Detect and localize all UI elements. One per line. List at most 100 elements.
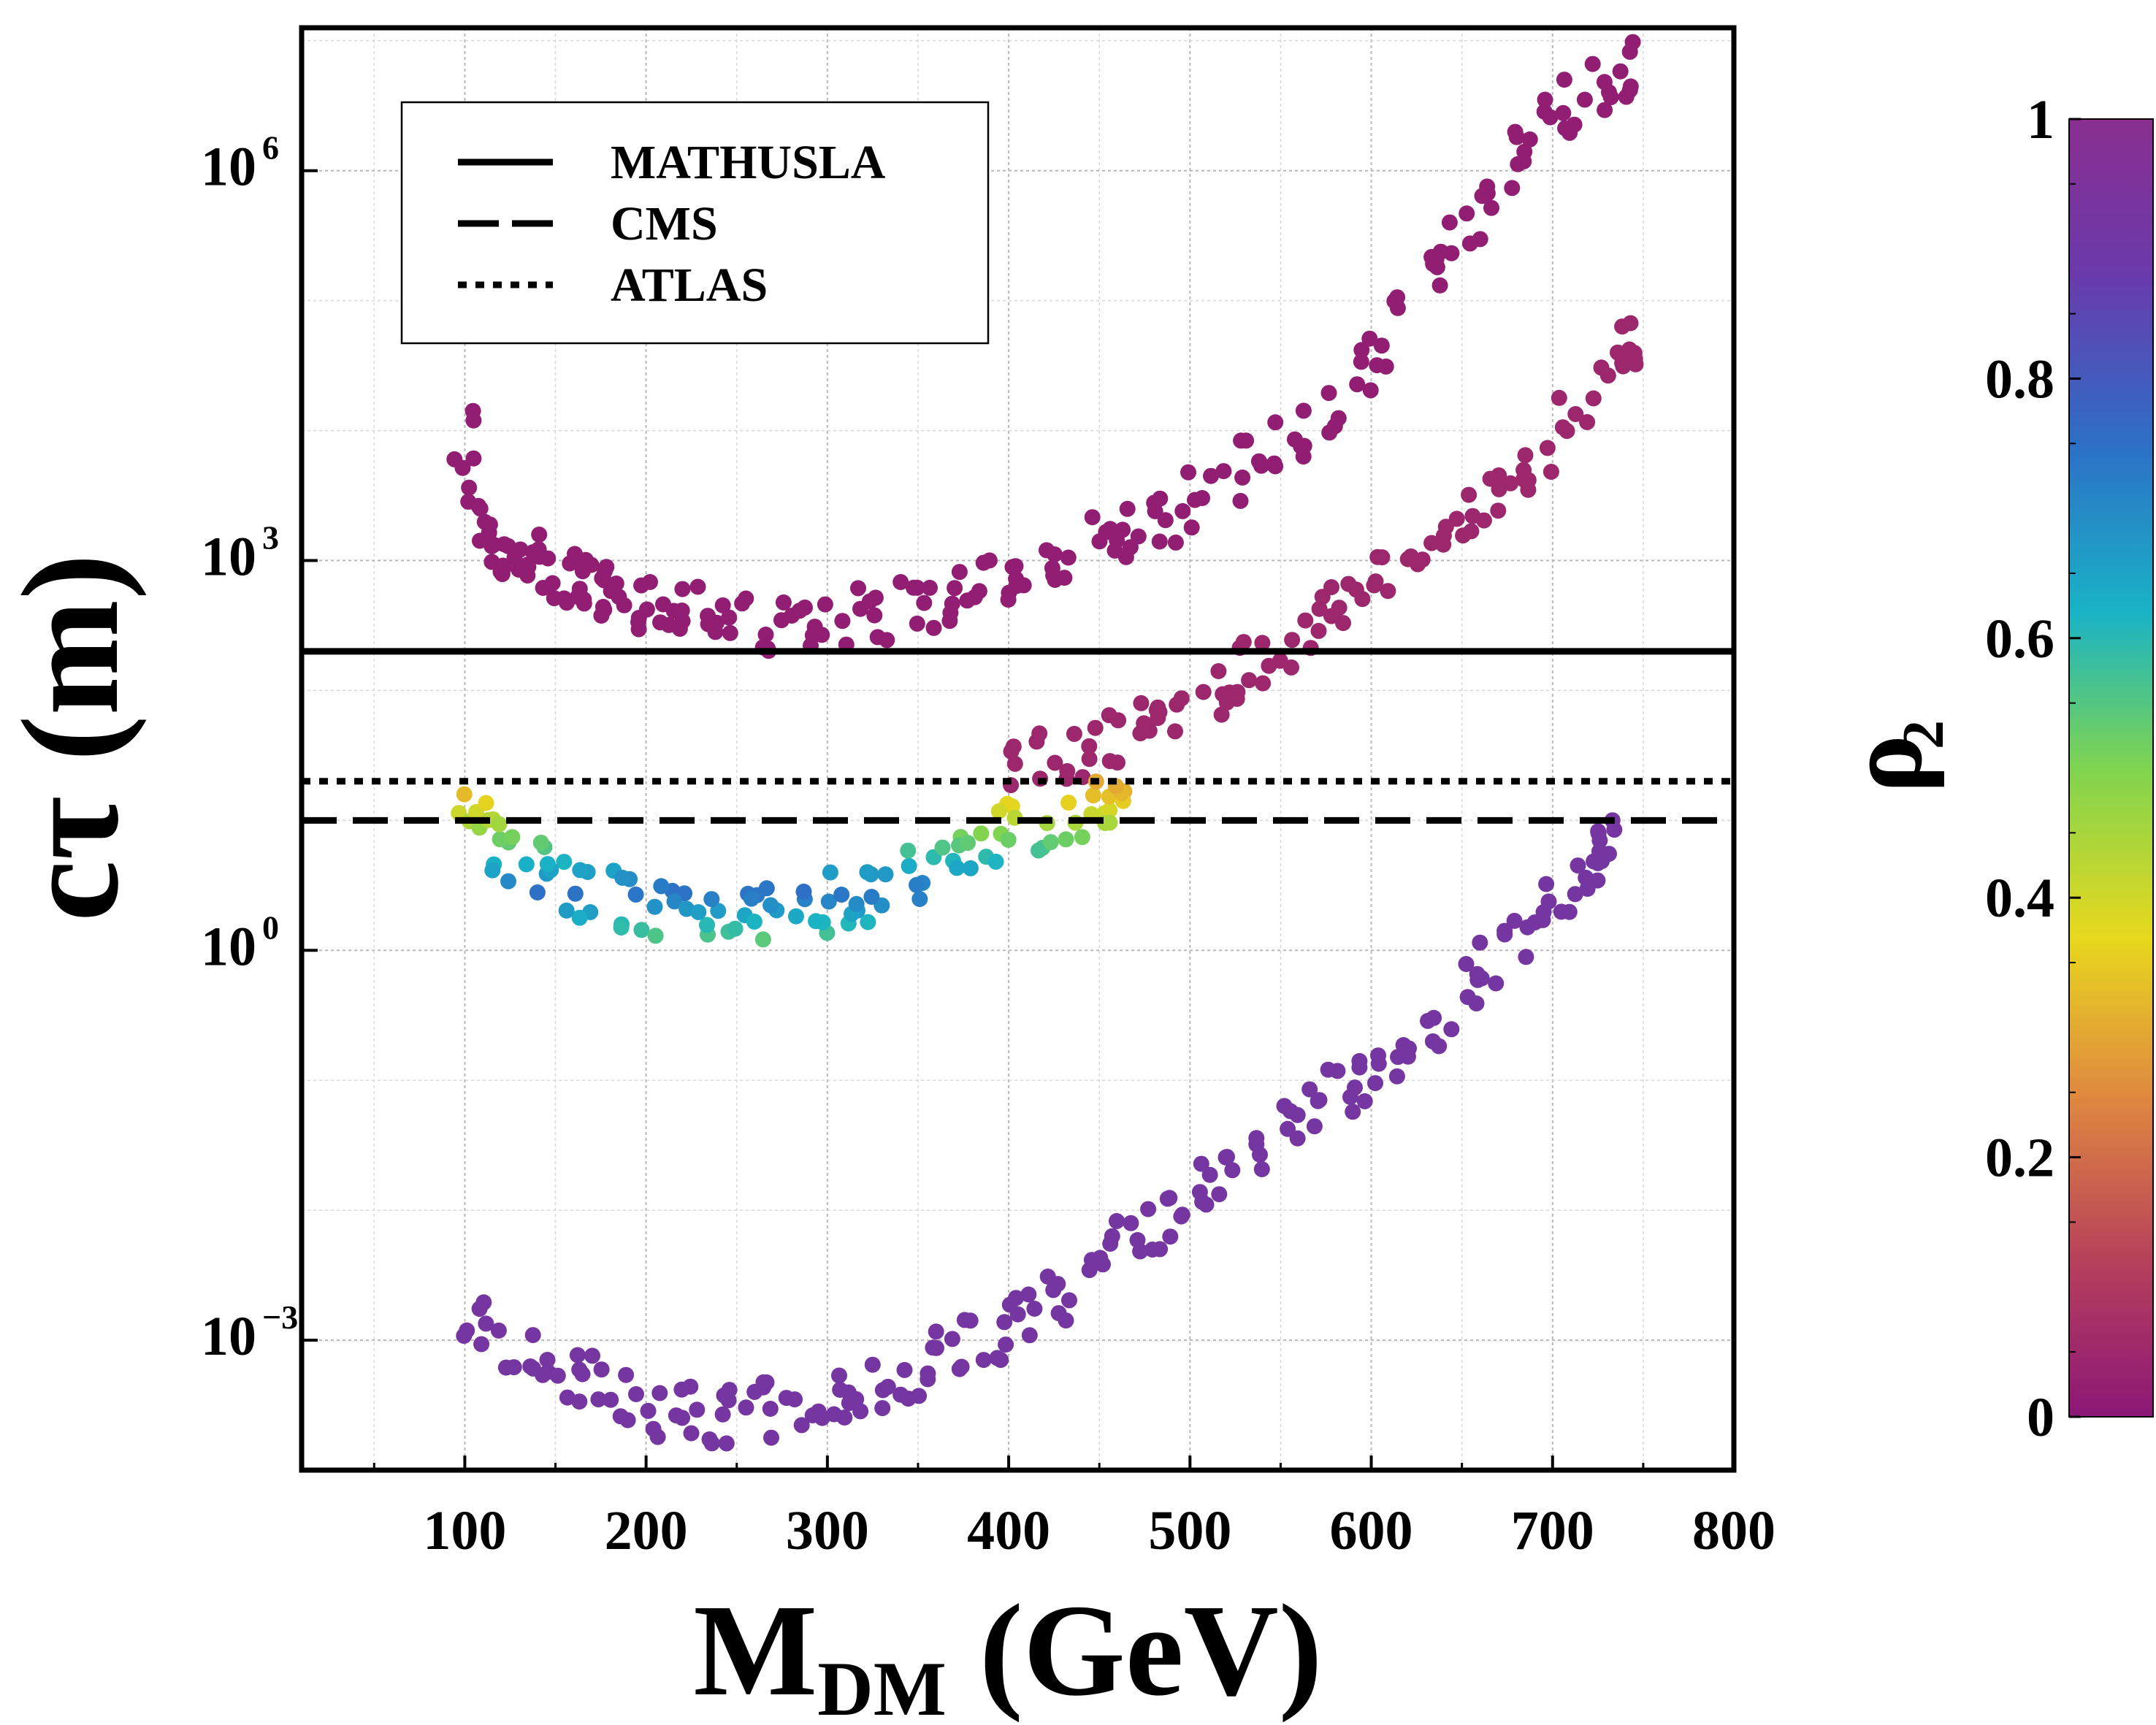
data-point	[614, 869, 631, 886]
data-point	[1621, 43, 1638, 60]
data-point	[708, 614, 725, 631]
data-point	[539, 1352, 556, 1368]
data-point	[703, 891, 720, 908]
data-point	[1006, 755, 1023, 772]
x-axis-title: MDM (GeV)	[693, 1577, 1322, 1725]
colorbar-tick-label: 0.8	[1985, 348, 2054, 410]
data-point	[722, 624, 738, 641]
data-point	[1559, 423, 1575, 440]
data-point	[500, 873, 516, 890]
data-point	[1610, 344, 1626, 361]
data-point	[472, 500, 489, 517]
colorbar-tick-label: 0	[2027, 1387, 2054, 1448]
data-point	[1431, 1038, 1448, 1055]
data-point	[833, 887, 850, 903]
data-point	[1458, 956, 1475, 972]
data-point	[1180, 464, 1196, 481]
data-point	[1388, 1068, 1405, 1085]
data-point	[1377, 358, 1394, 375]
data-point	[848, 895, 865, 912]
data-point	[496, 536, 513, 553]
data-point	[1614, 318, 1631, 335]
data-point	[1066, 725, 1082, 742]
data-point	[1520, 472, 1537, 489]
data-point	[1461, 486, 1478, 503]
data-point	[896, 1361, 913, 1378]
data-point	[714, 597, 731, 613]
data-point	[1140, 1201, 1157, 1217]
data-point	[860, 914, 876, 930]
data-point	[1058, 1312, 1074, 1329]
data-point	[1004, 559, 1021, 575]
data-point	[1109, 754, 1125, 771]
data-point	[906, 579, 922, 596]
data-point	[456, 1328, 473, 1345]
data-point	[473, 1336, 490, 1353]
data-point	[1362, 382, 1379, 399]
colorbar-gradient	[2068, 118, 2154, 1418]
data-point	[1539, 440, 1556, 456]
x-tick-label: 800	[1692, 1500, 1775, 1561]
data-point	[1020, 1286, 1037, 1303]
data-point	[1201, 1166, 1218, 1183]
data-point	[1356, 1093, 1373, 1109]
data-point	[535, 580, 551, 596]
data-point	[941, 613, 958, 630]
data-point	[1310, 1093, 1326, 1109]
data-point	[1061, 1292, 1077, 1309]
data-point	[689, 1401, 706, 1418]
data-point	[1101, 802, 1118, 819]
data-point	[718, 1435, 735, 1452]
data-point	[1353, 353, 1369, 370]
data-point	[1556, 72, 1572, 88]
data-point	[1306, 1118, 1323, 1135]
data-point	[1361, 330, 1378, 347]
data-point	[584, 1347, 600, 1364]
x-tick-label: 700	[1511, 1500, 1594, 1561]
data-point	[911, 891, 928, 907]
y-tick-exponent: −3	[262, 1298, 298, 1336]
data-point	[1084, 509, 1101, 526]
data-point	[1117, 548, 1134, 565]
data-point	[808, 913, 825, 930]
data-point	[743, 890, 760, 907]
data-point	[1518, 949, 1534, 965]
data-point	[975, 1352, 992, 1369]
data-point	[590, 1391, 607, 1408]
data-point	[1521, 131, 1538, 148]
data-point	[1213, 706, 1230, 723]
data-point	[1599, 367, 1616, 384]
data-point	[689, 578, 706, 595]
data-point	[966, 589, 983, 605]
data-point	[850, 580, 866, 597]
data-point	[1507, 123, 1524, 140]
data-point	[497, 1359, 514, 1376]
data-point	[1330, 410, 1347, 427]
data-point	[1310, 622, 1327, 639]
data-point	[1567, 886, 1583, 903]
data-point	[512, 541, 529, 558]
data-point	[1289, 1130, 1306, 1147]
colorbar-label: ρ	[1824, 735, 1945, 793]
data-point	[1151, 533, 1168, 550]
data-point	[668, 1407, 684, 1424]
data-point	[532, 834, 549, 851]
data-point	[1410, 556, 1426, 573]
data-point	[901, 857, 917, 874]
data-point	[1516, 143, 1533, 160]
data-point	[572, 862, 589, 879]
data-point	[949, 860, 966, 876]
data-point	[490, 1322, 507, 1339]
data-point	[863, 889, 880, 905]
data-point	[925, 1339, 941, 1356]
data-point	[1488, 975, 1505, 992]
data-point	[1060, 795, 1077, 811]
data-point	[1162, 1228, 1179, 1245]
data-point	[877, 866, 894, 883]
data-point	[1369, 548, 1386, 565]
data-point	[874, 1400, 891, 1417]
data-point	[1152, 490, 1169, 507]
data-point	[1399, 1048, 1416, 1065]
data-point	[518, 856, 535, 873]
data-point	[1253, 457, 1269, 474]
